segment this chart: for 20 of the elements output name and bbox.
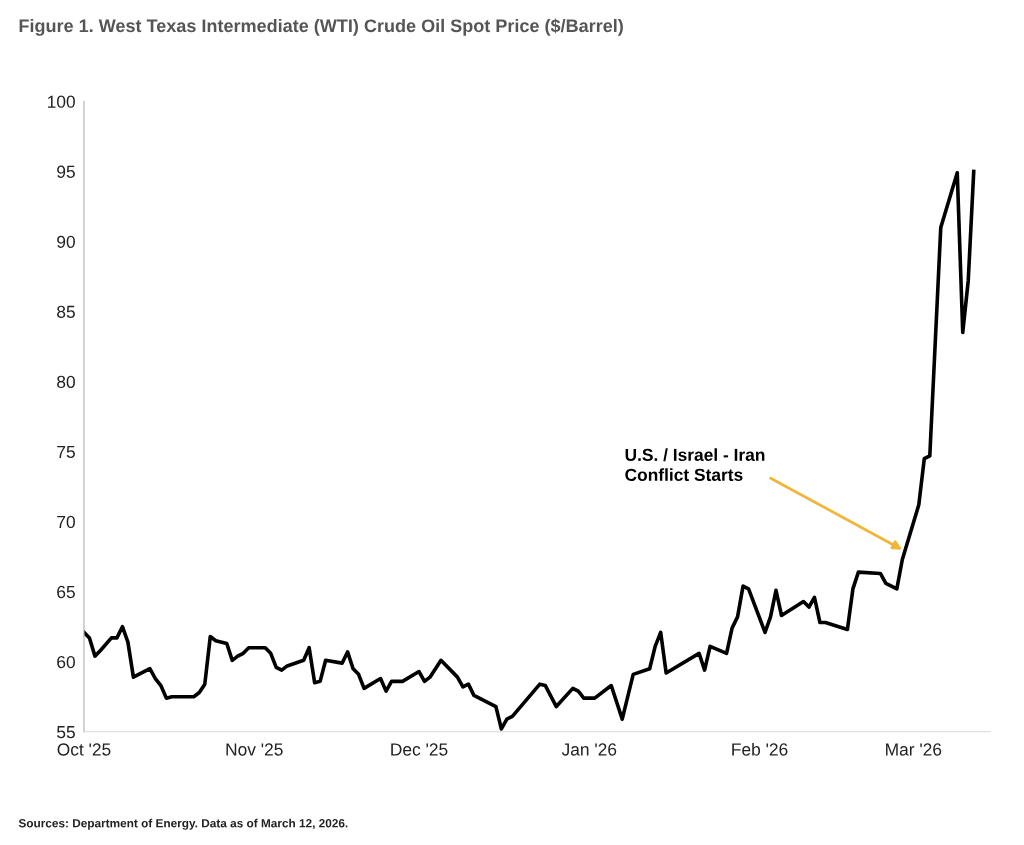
x-tick-label: Feb '26 [732, 742, 788, 756]
x-tick-label: Mar '26 [886, 743, 942, 756]
annotation: U.S. / Israel - Iran Conflict Starts [625, 448, 765, 481]
y-tick-label: 55 [57, 726, 75, 739]
y-tick-label: 80 [57, 375, 75, 389]
chart-title: Figure 1. West Texas Intermediate (WTI) Crude Oil Spot Price ($/Barrel) [19, 18, 623, 36]
source-note: Sources: Department of Energy. Data as of March 12, 2026. [18, 818, 348, 830]
y-tick-label: 70 [57, 515, 75, 529]
x-tick-label: Dec '25 [391, 743, 448, 756]
y-tick-label: 90 [57, 235, 75, 248]
y-tick-label: 95 [57, 165, 75, 178]
line-series [83, 169, 976, 731]
x-tick-label: Nov '25 [226, 743, 283, 756]
x-tick-label: Oct '25 [57, 743, 111, 756]
y-tick-label: 60 [57, 655, 75, 669]
y-tick-label: 85 [57, 305, 75, 318]
y-tick-label: 100 [48, 95, 75, 108]
y-tick-label: 75 [57, 445, 75, 459]
y-tick-label: 65 [57, 585, 75, 599]
x-tick-label: Jan '26 [561, 743, 617, 756]
